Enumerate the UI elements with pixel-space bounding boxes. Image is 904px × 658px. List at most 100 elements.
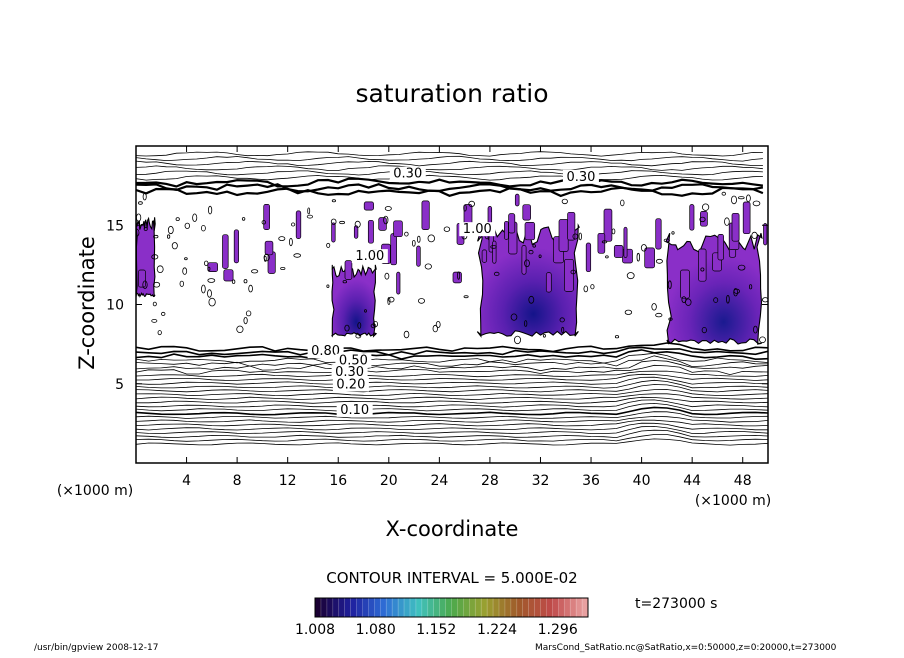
contour-fragment [152,301,157,307]
contour-fragment [411,240,416,247]
contour-fragment [372,320,378,328]
contour-fragment [245,310,252,317]
colorbar-swatch [315,598,322,617]
contour-fragment [570,269,577,275]
contour-fragment [583,285,589,293]
colorbar [314,598,589,617]
purple-streak [416,245,421,267]
contour-fragment [143,227,148,231]
contour-fragment [748,284,753,290]
chart-title: saturation ratio [355,79,548,108]
purple-streak [613,245,624,258]
contour-fragment [605,255,609,259]
purple-streak [585,242,592,273]
colorbar-swatch [404,598,411,617]
contour-fragment [136,213,142,222]
upper-contour-line [136,186,764,198]
contour-fragment [510,313,518,321]
purple-streak [558,219,569,252]
purple-streak [655,218,662,250]
contour-label-bg [459,222,496,237]
contour-fragment [636,252,640,262]
plot-area: 0.30 0.301.001.000.800.500.300.200.10 [136,151,768,446]
contour-fragment [236,325,244,333]
contour-fragment [182,267,188,275]
contour-fragment [614,335,620,339]
colorbar-swatch [564,598,571,617]
purple-streak [331,222,336,243]
lower-contour-line [136,342,768,353]
lower-contour-line [136,373,768,381]
contour-fragment [326,242,331,248]
contour-fragment [701,326,707,334]
purple-streak [492,240,497,264]
purple-streak [264,240,274,256]
contour-fragment [746,194,751,203]
contour-fragment [355,333,362,339]
time-label: t=273000 s [635,596,717,612]
colorbar-tick-label: 1.296 [538,622,578,638]
contour-fragment [160,311,166,316]
contour-fragment [231,279,236,284]
contour-fragment [263,255,267,262]
x-tick-label: 36 [582,473,600,489]
contour-fragment [432,324,438,333]
contour-fragment [344,324,350,332]
contour-fragment [655,312,663,318]
y-axis-label: Z-coordinate [75,236,99,370]
colorbar-swatch [576,598,583,617]
colorbar-swatch [498,598,506,617]
contour-fragment [620,199,625,207]
contour-fragment [207,266,211,271]
purple-streak [689,204,695,231]
x-tick-label: 16 [329,473,347,489]
purple-streak [545,272,552,293]
contour-fragment [326,284,330,288]
contour-label: 0.30 [335,365,364,380]
contour-fragment [611,228,616,235]
colorbar-tick-labels: 1.008 1.080 1.152 1.224 1.296 [295,622,578,638]
contour-fragment [207,289,212,298]
contour-fragment [626,272,635,280]
upper-contour-line [136,170,763,176]
footer-right: MarsCond_SatRatio.nc@SatRatio,x=0:50000,… [535,643,837,653]
purple-streak [504,220,509,240]
colorbar-swatch [344,598,351,617]
contour-fragment [655,258,663,264]
purple-streak [263,204,270,230]
contour-fragment [528,249,534,255]
purple-streak [367,219,374,244]
colorbar-swatch [558,598,565,617]
contour-fragment [251,269,259,274]
colorbar-swatch [374,598,381,617]
contour-fragment [357,322,362,329]
colorbar-swatch [386,598,393,617]
contour-fragment [261,220,266,225]
contour-fragment [417,235,421,243]
purple-streak [222,234,229,269]
purple-streak [138,269,146,288]
purple-streak [698,248,707,282]
contour-fragment [651,303,657,311]
contour-fragment [753,325,758,334]
lower-contour-line [136,349,768,361]
purple-streak [344,260,353,280]
x-tick-label: 40 [633,473,651,489]
colorbar-swatch [439,598,446,617]
contour-label: 0.10 [340,403,369,418]
upper-contour-line [136,165,763,171]
x-tick-label: 32 [532,473,550,489]
colorbar-swatch [356,598,363,617]
contour-fragment [384,272,390,280]
purple-streak [603,208,613,242]
contour-fragment [671,231,675,235]
contour-fragment [207,278,216,283]
contour-fragment [514,335,522,345]
contour-fragment [528,295,535,304]
lower-contour-line [136,396,768,404]
colorbar-tick-label: 1.008 [295,622,335,638]
colorbar-swatch [409,598,417,617]
contour-label-bg [562,169,599,184]
purple-streak [393,220,403,238]
